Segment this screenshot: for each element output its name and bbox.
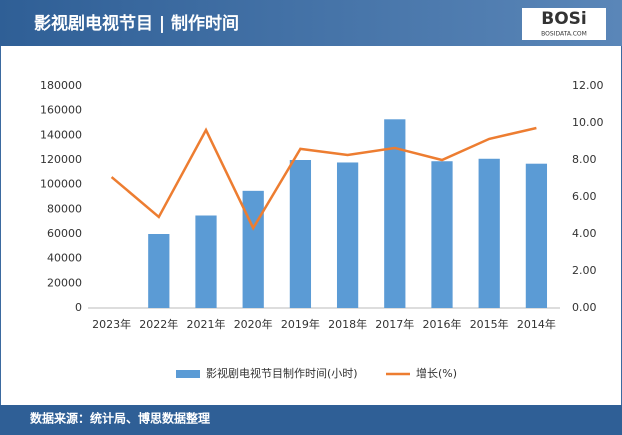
y-tick-label: 0 (75, 301, 82, 314)
y2-tick-label: 12.00 (572, 79, 604, 92)
legend-label: 影视剧电视节目制作时间(小时) (206, 366, 358, 380)
logo-box (522, 8, 606, 40)
x-tick-label: 2014年 (517, 317, 556, 331)
bar (431, 161, 453, 308)
header-bar (0, 0, 622, 46)
y-tick-label: 180000 (40, 79, 82, 92)
source: 数据来源：统计局、博思数据整理 (30, 411, 210, 426)
bar (384, 119, 406, 308)
x-tick-label: 2022年 (139, 317, 178, 331)
y2-tick-label: 4.00 (572, 227, 597, 240)
x-tick-label: 2017年 (375, 317, 414, 331)
y-tick-label: 40000 (47, 252, 82, 265)
bar (195, 215, 217, 308)
y-tick-label: 80000 (47, 202, 82, 215)
x-tick-label: 2023年 (92, 317, 131, 331)
y-tick-label: 60000 (47, 227, 82, 240)
y2-tick-label: 6.00 (572, 190, 597, 203)
bar (478, 158, 500, 308)
y2-tick-label: 8.00 (572, 153, 597, 166)
y2-tick-label: 2.00 (572, 264, 597, 277)
y-tick-label: 120000 (40, 153, 82, 166)
chart-title: 影视剧电视节目 | 制作时间 (34, 13, 239, 34)
bar (336, 162, 359, 308)
bar (525, 163, 548, 308)
logo: BOSi (541, 9, 586, 29)
x-tick-label: 2021年 (187, 317, 226, 331)
x-tick-label: 2015年 (470, 317, 509, 331)
x-tick-label: 2020年 (234, 317, 273, 331)
bar (148, 234, 170, 308)
bar (242, 190, 264, 308)
footer-bar (0, 405, 622, 435)
bar (289, 160, 312, 308)
logo-sub: BOSIDATA.COM (541, 31, 587, 38)
line (110, 126, 537, 231)
y-tick-label: 100000 (40, 178, 82, 191)
y-tick-label: 140000 (40, 128, 82, 141)
legend-label: 增长(%) (416, 366, 457, 380)
y2-tick-label: 0.00 (572, 301, 597, 314)
legend-swatch (176, 370, 200, 378)
x-tick-label: 2019年 (281, 317, 320, 331)
x-tick-label: 2018年 (328, 317, 367, 331)
x-tick-label: 2016年 (423, 317, 462, 331)
y-tick-label: 160000 (40, 104, 82, 117)
y2-tick-label: 10.00 (572, 116, 604, 129)
y-tick-label: 20000 (47, 276, 82, 289)
